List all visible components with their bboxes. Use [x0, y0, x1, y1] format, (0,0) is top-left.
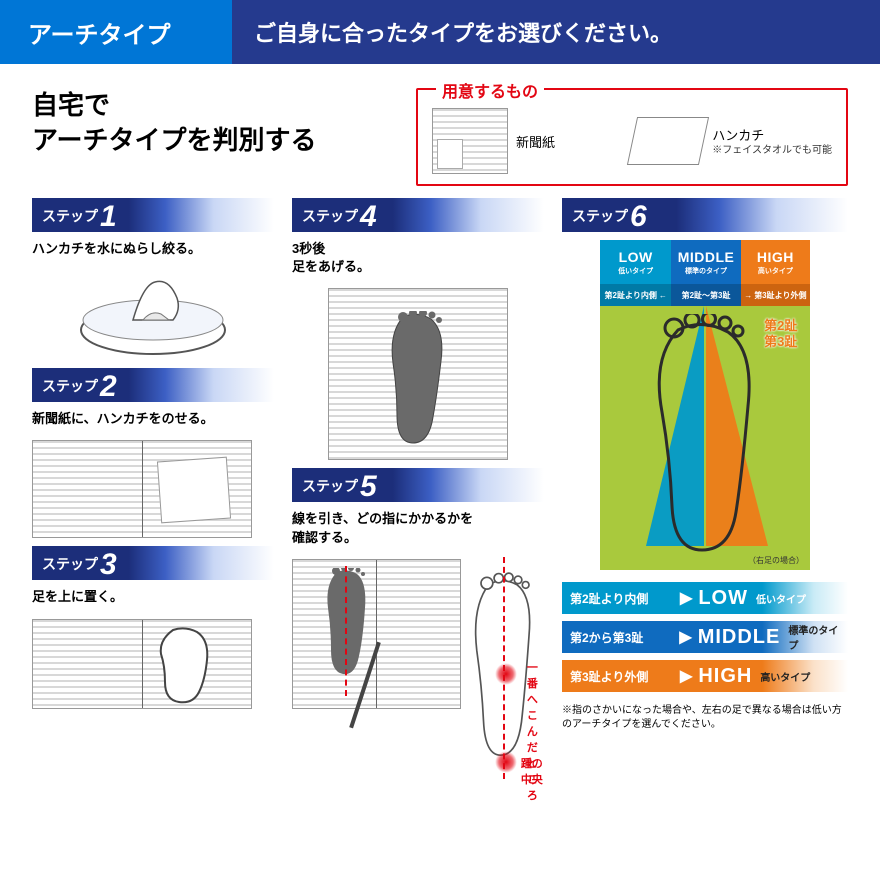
handkerchief-note: ※フェイスタオルでも可能 — [712, 144, 832, 157]
step2-text: 新聞紙に、ハンカチをのせる。 — [32, 410, 274, 428]
toe-labels: 第2趾 第3趾 — [764, 318, 797, 351]
step2-bar: ステップ 2 — [32, 368, 274, 402]
newspaper-icon — [432, 108, 508, 174]
step3-bar: ステップ 3 — [32, 546, 274, 580]
step3-num: 3 — [100, 550, 117, 580]
step6-bar: ステップ 6 — [562, 198, 848, 232]
step3-illus — [32, 619, 252, 709]
handkerchief-label: ハンカチ — [712, 125, 832, 144]
step6-num: 6 — [630, 202, 647, 232]
arch-type-chart: LOW低いタイプ MIDDLE標準のタイプ HIGH高いタイプ 第2趾より内側←… — [600, 240, 810, 570]
materials-label: 用意するもの — [436, 78, 544, 102]
step2-illus — [32, 440, 252, 538]
step4-illus — [328, 288, 508, 460]
step1-num: 1 — [100, 202, 117, 232]
step4-bar: ステップ 4 — [292, 198, 544, 232]
chart-note: （右足の場合） — [748, 555, 804, 566]
result-low: 第2趾より内側 ▶ LOW 低いタイプ — [562, 582, 848, 614]
result-high: 第3趾より外側 ▶ HIGH 高いタイプ — [562, 660, 848, 692]
step4-num: 4 — [360, 202, 377, 232]
newspaper-label: 新聞紙 — [516, 132, 555, 151]
step3-text: 足を上に置く。 — [32, 588, 274, 606]
handkerchief-icon — [627, 117, 709, 165]
step2-num: 2 — [100, 372, 117, 402]
result-middle: 第2から第3趾 ▶ MIDDLE 標準のタイプ — [562, 621, 848, 653]
step5-anno2: 踵の中央 — [521, 755, 544, 787]
step5-num: 5 — [360, 472, 377, 502]
intro-line1: 自宅で — [32, 90, 110, 120]
step1-illus — [73, 270, 233, 360]
intro-line2: アーチタイプを判別する — [32, 125, 316, 155]
step1-text: ハンカチを水にぬらし絞る。 — [32, 240, 274, 258]
arrow-icon: ▶ — [679, 627, 691, 647]
materials-box: 用意するもの 新聞紙 ハンカチ ※フェイスタオルでも可能 — [416, 88, 848, 186]
step5-text: 線を引き、どの指にかかるかを 確認する。 — [292, 510, 544, 546]
step5-bar: ステップ 5 — [292, 468, 544, 502]
arrow-icon: ▶ — [680, 666, 692, 686]
intro-title: 自宅で アーチタイプを判別する — [32, 88, 398, 158]
header-subtitle: ご自身に合ったタイプをお選びください。 — [232, 0, 880, 64]
footnote: ※指のさかいになった場合や、左右の足で異なる場合は低い方のアーチタイプを選んでく… — [562, 704, 848, 732]
header-tab: アーチタイプ — [0, 0, 232, 64]
step-word: ステップ — [42, 206, 98, 226]
result-bars: 第2趾より内側 ▶ LOW 低いタイプ 第2から第3趾 ▶ MIDDLE 標準の… — [562, 582, 848, 692]
arrow-icon: ▶ — [680, 588, 692, 608]
step5-illus-left — [292, 559, 461, 709]
step1-bar: ステップ 1 — [32, 198, 274, 232]
step4-text: 3秒後 足をあげる。 — [292, 240, 544, 276]
step5-illus-right: 一番へこんだ ところ 踵の中央 — [465, 555, 544, 785]
header: アーチタイプ ご自身に合ったタイプをお選びください。 — [0, 0, 880, 64]
